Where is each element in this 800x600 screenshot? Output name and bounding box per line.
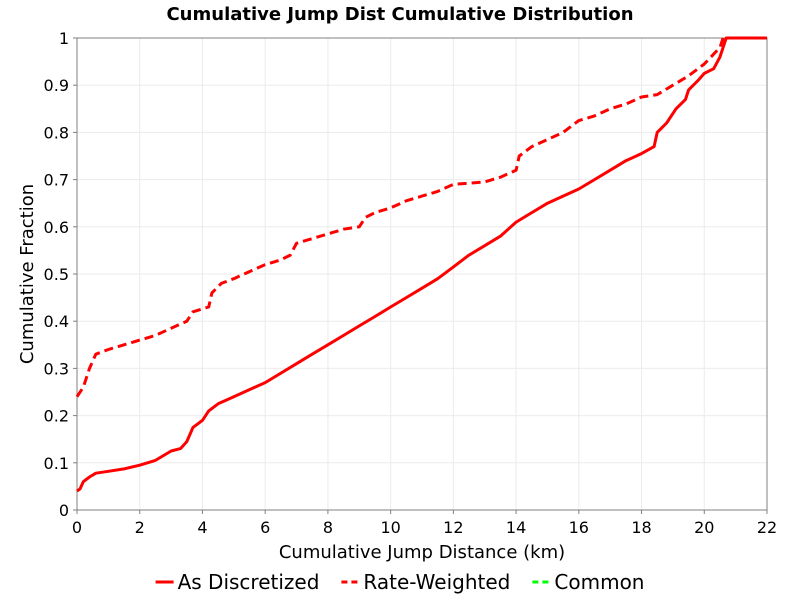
legend-item: Rate-Weighted — [341, 570, 510, 594]
legend-label: As Discretized — [178, 570, 320, 594]
y-tick-label: 0.8 — [44, 123, 69, 142]
y-tick-label: 0.9 — [44, 76, 69, 95]
x-tick-label: 10 — [380, 518, 400, 537]
y-tick-label: 1 — [59, 29, 69, 48]
x-tick-label: 14 — [506, 518, 526, 537]
legend-label: Common — [554, 570, 644, 594]
legend-item: Common — [532, 570, 644, 594]
legend-item: As Discretized — [155, 570, 320, 594]
y-axis-label: Cumulative Fraction — [17, 184, 38, 364]
grid — [77, 38, 767, 510]
x-tick-label: 0 — [72, 518, 82, 537]
series-line-as-discretized — [76, 36, 767, 493]
legend-label: Rate-Weighted — [363, 570, 510, 594]
x-tick-label: 8 — [323, 518, 333, 537]
tick-labels: 0 2 4 6 8 10 12 14 16 18 20 22 0 0.1 0.2 0.3 0.4 0.5 0.6 0.… — [44, 29, 778, 537]
x-tick-label: 12 — [443, 518, 463, 537]
y-tick-label: 0.6 — [44, 218, 69, 237]
series-lines — [75, 36, 767, 493]
y-tick-label: 0 — [59, 501, 69, 520]
x-tick-label: 22 — [757, 518, 777, 537]
x-tick-label: 20 — [694, 518, 714, 537]
series-line-rate-weighted — [75, 36, 767, 398]
y-tick-label: 0.1 — [44, 454, 69, 473]
x-tick-label: 4 — [197, 518, 207, 537]
y-tick-label: 0.2 — [44, 407, 69, 426]
x-tick-label: 2 — [135, 518, 145, 537]
y-tick-label: 0.5 — [44, 265, 69, 284]
chart-title: Cumulative Jump Dist Cumulative Distribu… — [166, 4, 633, 25]
x-tick-label: 6 — [260, 518, 270, 537]
x-axis-label: Cumulative Jump Distance (km) — [279, 542, 565, 563]
y-tick-label: 0.4 — [44, 312, 69, 331]
y-tick-label: 0.7 — [44, 171, 69, 190]
x-tick-label: 16 — [569, 518, 589, 537]
legend: As Discretized Rate-Weighted Common — [155, 570, 644, 594]
y-tick-label: 0.3 — [44, 359, 69, 378]
x-tick-label: 18 — [631, 518, 651, 537]
